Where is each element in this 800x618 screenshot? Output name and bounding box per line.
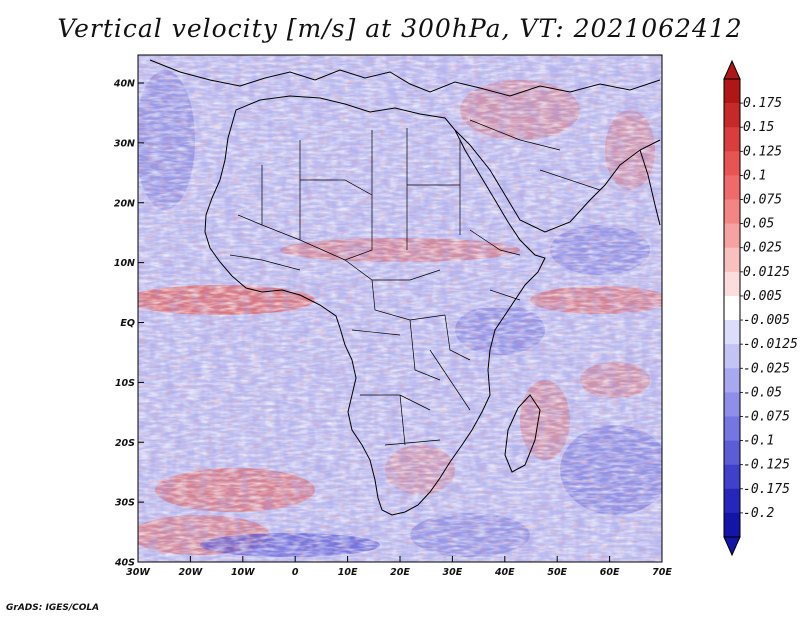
colorbar-label: 0.175 — [743, 96, 782, 111]
colorbar-segment — [724, 512, 740, 538]
x-tick-label: 40E — [494, 567, 515, 578]
colorbar-label: -0.025 — [743, 361, 790, 376]
x-tick-label: 0 — [292, 567, 299, 578]
colorbar-label: 0.15 — [743, 120, 774, 135]
y-axis: 40N 30N 20N 10N EQ 10S 20S 30S 40S — [113, 79, 144, 569]
x-tick-label: 30W — [126, 567, 150, 578]
colorbar-label: 0.0125 — [743, 265, 790, 280]
y-tick-label: 30S — [115, 498, 135, 509]
colorbar-segment — [724, 151, 740, 176]
colorbar-label: 0.05 — [743, 217, 774, 232]
x-tick-label: 20E — [390, 567, 410, 578]
colorbar-segment — [724, 368, 740, 393]
grads-credit: GrADS: IGES/COLA — [6, 603, 100, 613]
coastlines — [149, 59, 661, 516]
colorbar-label: -0.175 — [743, 482, 790, 497]
y-tick-label: 30N — [114, 138, 135, 149]
colorbar-label: -0.1 — [743, 434, 774, 449]
colorbar-segment — [724, 223, 740, 249]
colorbar: 0.175 0.15 0.125 0.1 0.075 0.05 0.025 0.0125 0.0… — [723, 59, 798, 557]
y-tick-label: 20S — [115, 438, 135, 449]
colorbar-segment — [724, 127, 740, 152]
x-tick-label: 50E — [547, 567, 567, 578]
y-tick-label: 20N — [114, 198, 135, 209]
europe-coast — [149, 59, 661, 97]
colorbar-label: -0.2 — [743, 506, 774, 521]
x-tick-label: 10E — [338, 567, 358, 578]
arabia-coast — [454, 129, 661, 233]
africa-coastline — [204, 95, 546, 516]
colorbar-segment — [724, 464, 740, 490]
map-title: Vertical velocity [m/s] at 300hPa, VT: 2… — [57, 14, 743, 43]
y-tick-label: 40S — [114, 558, 135, 569]
y-tick-label: 10S — [115, 378, 135, 389]
colorbar-label: 0.1 — [743, 168, 766, 183]
colorbar-label: -0.075 — [743, 409, 790, 424]
colorbar-segment — [724, 392, 740, 417]
colorbar-segment — [724, 320, 740, 345]
colorbar-segment — [724, 488, 740, 514]
x-axis: 30W 20W 10W 0 10E 20E 30E 40E 50E 60E 70E — [126, 556, 672, 578]
colorbar-segment — [724, 175, 740, 200]
madagascar-coast — [504, 394, 541, 473]
velocity-field — [138, 55, 662, 562]
colorbar-top-arrow — [723, 59, 741, 80]
colorbar-label: -0.005 — [743, 313, 790, 328]
colorbar-segment — [724, 247, 740, 273]
colorbar-frame — [723, 78, 741, 538]
y-tick-label: EQ — [120, 318, 135, 329]
y-tick-label: 10N — [114, 258, 135, 269]
colorbar-label: -0.125 — [743, 458, 790, 473]
colorbar-label: 0.005 — [743, 289, 782, 304]
colorbar-segment — [724, 344, 740, 369]
colorbar-label: 0.075 — [743, 193, 782, 208]
colorbar-segment — [724, 295, 740, 321]
x-tick-label: 60E — [600, 567, 620, 578]
country-borders — [229, 119, 601, 446]
colorbar-segment — [724, 416, 740, 441]
colorbar-label: -0.0125 — [743, 337, 798, 352]
colorbar-segment — [724, 271, 740, 297]
colorbar-segment — [724, 103, 740, 128]
colorbar-bottom-arrow — [723, 536, 741, 557]
colorbar-label: 0.025 — [743, 241, 782, 256]
colorbar-label: 0.125 — [743, 144, 782, 159]
y-tick-label: 40N — [113, 79, 135, 90]
colorbar-label: -0.05 — [743, 385, 782, 400]
x-tick-label: 20W — [179, 567, 203, 578]
x-tick-label: 30E — [443, 567, 463, 578]
x-tick-label: 70E — [652, 567, 672, 578]
colorbar-segment — [724, 440, 740, 465]
india-coast — [639, 149, 661, 226]
colorbar-segment — [724, 199, 740, 224]
texture-red — [138, 55, 662, 562]
x-tick-label: 10W — [231, 567, 255, 578]
colorbar-segment — [724, 79, 740, 104]
